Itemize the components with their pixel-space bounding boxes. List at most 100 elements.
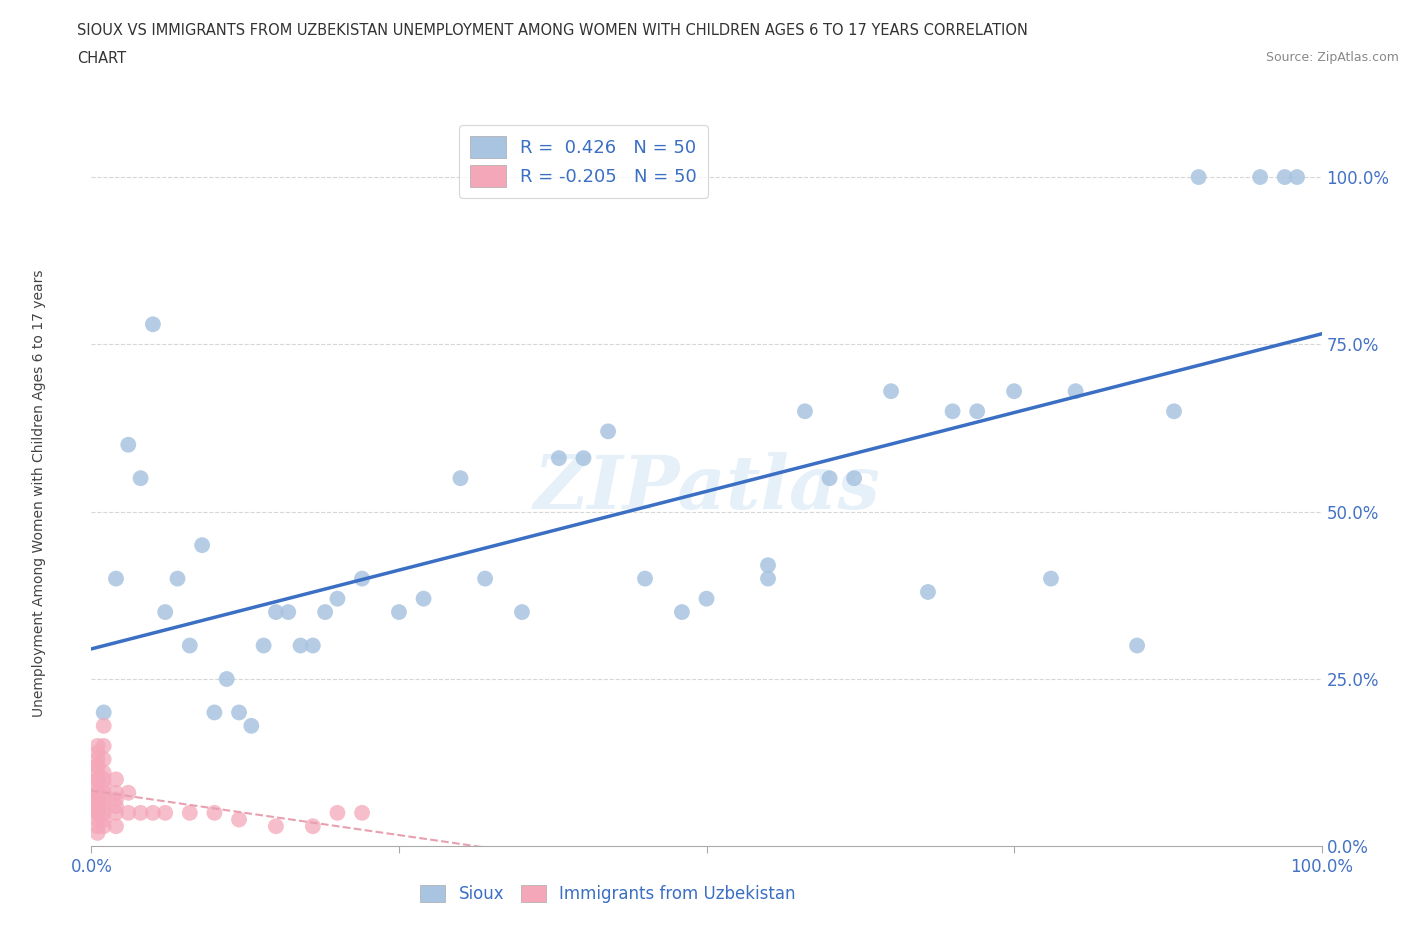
Point [352, 805, 374, 820]
Point [240, 718, 263, 733]
Point [93, 705, 115, 720]
Point [314, 604, 336, 619]
Point [105, 818, 127, 833]
Point [388, 604, 411, 619]
Point [86, 778, 108, 793]
Point [93, 805, 115, 820]
Point [880, 384, 903, 399]
Point [117, 785, 139, 800]
Point [917, 585, 939, 600]
Point [941, 404, 963, 418]
Point [129, 805, 152, 820]
Point [228, 705, 250, 720]
Point [818, 471, 841, 485]
Point [93, 799, 115, 814]
Text: ZIPatlas: ZIPatlas [533, 452, 880, 525]
Point [215, 671, 238, 686]
Point [290, 638, 312, 653]
Point [1285, 169, 1308, 184]
Point [166, 571, 188, 586]
Point [86, 799, 108, 814]
Point [86, 745, 108, 760]
Point [142, 317, 165, 332]
Point [179, 805, 201, 820]
Point [572, 451, 595, 466]
Point [264, 604, 287, 619]
Point [326, 591, 349, 606]
Text: CHART: CHART [77, 51, 127, 66]
Point [202, 705, 225, 720]
Point [1274, 169, 1296, 184]
Point [86, 805, 108, 820]
Point [1126, 638, 1149, 653]
Point [1187, 169, 1209, 184]
Point [86, 785, 108, 800]
Point [277, 604, 299, 619]
Point [142, 805, 165, 820]
Point [634, 571, 657, 586]
Point [793, 404, 815, 418]
Point [86, 812, 108, 827]
Point [179, 638, 201, 653]
Point [548, 451, 571, 466]
Point [596, 424, 619, 439]
Point [93, 792, 115, 807]
Point [86, 759, 108, 774]
Point [228, 812, 250, 827]
Point [105, 772, 127, 787]
Point [86, 792, 108, 807]
Point [93, 778, 115, 793]
Point [1039, 571, 1063, 586]
Point [86, 785, 108, 800]
Point [202, 805, 225, 820]
Point [105, 792, 127, 807]
Text: Unemployment Among Women with Children Ages 6 to 17 years: Unemployment Among Women with Children A… [32, 269, 46, 717]
Point [253, 638, 276, 653]
Point [93, 785, 115, 800]
Point [191, 538, 214, 552]
Point [93, 818, 115, 833]
Point [86, 818, 108, 833]
Point [510, 604, 533, 619]
Point [474, 571, 496, 586]
Point [86, 738, 108, 753]
Point [966, 404, 988, 418]
Point [117, 805, 139, 820]
Point [1002, 384, 1025, 399]
Point [1163, 404, 1185, 418]
Point [105, 805, 127, 820]
Point [264, 818, 287, 833]
Text: SIOUX VS IMMIGRANTS FROM UZBEKISTAN UNEMPLOYMENT AMONG WOMEN WITH CHILDREN AGES : SIOUX VS IMMIGRANTS FROM UZBEKISTAN UNEM… [77, 23, 1028, 38]
Point [695, 591, 717, 606]
Point [86, 759, 108, 774]
Point [93, 751, 115, 766]
Point [93, 738, 115, 753]
Point [117, 437, 139, 452]
Point [86, 799, 108, 814]
Point [105, 785, 127, 800]
Point [1064, 384, 1087, 399]
Point [129, 471, 152, 485]
Point [1249, 169, 1271, 184]
Point [86, 826, 108, 841]
Point [301, 818, 323, 833]
Point [671, 604, 693, 619]
Point [756, 571, 779, 586]
Point [93, 765, 115, 780]
Point [153, 805, 177, 820]
Legend: Sioux, Immigrants from Uzbekistan: Sioux, Immigrants from Uzbekistan [413, 878, 803, 910]
Point [105, 799, 127, 814]
Point [326, 805, 349, 820]
Point [105, 571, 127, 586]
Point [86, 772, 108, 787]
Point [93, 772, 115, 787]
Point [153, 604, 177, 619]
Point [756, 558, 779, 573]
Point [93, 812, 115, 827]
Point [352, 571, 374, 586]
Point [86, 765, 108, 780]
Point [301, 638, 323, 653]
Point [93, 718, 115, 733]
Point [412, 591, 434, 606]
Point [86, 792, 108, 807]
